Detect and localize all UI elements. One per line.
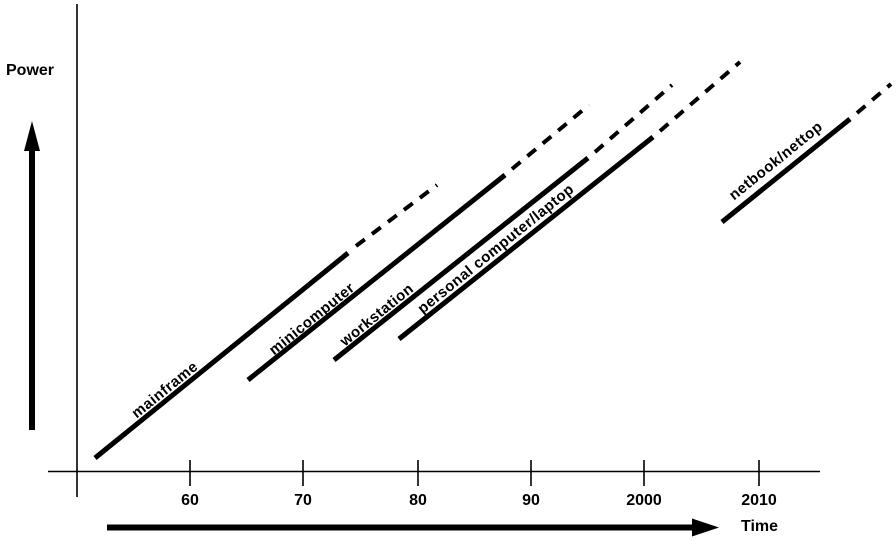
series-line-solid-netbook-nettop bbox=[720, 117, 852, 224]
series-line-solid-mainframe bbox=[93, 251, 350, 460]
power-axis-label: Power bbox=[6, 62, 55, 79]
x-tick-label-2010: 2010 bbox=[741, 492, 777, 509]
x-tick-label-90: 90 bbox=[522, 492, 540, 509]
x-tick-label-80: 80 bbox=[409, 492, 427, 509]
series-line-solid-personal-computer-laptop bbox=[397, 135, 655, 341]
series-line-solid-workstation bbox=[332, 156, 590, 362]
x-tick-label-70: 70 bbox=[294, 492, 312, 509]
series-line-dashed-mainframe bbox=[354, 183, 439, 248]
series-line-dashed-personal-computer-laptop bbox=[658, 60, 742, 133]
power-arrow-head-icon bbox=[24, 121, 40, 151]
time-axis-label: Time bbox=[741, 518, 779, 535]
time-arrow-head-icon bbox=[692, 518, 719, 537]
series-line-dashed-workstation bbox=[593, 83, 674, 154]
series-line-solid-minicomputer bbox=[246, 173, 507, 382]
x-tick-label-2000: 2000 bbox=[626, 492, 662, 509]
x-tick-label-60: 60 bbox=[181, 492, 199, 509]
series-line-dashed-minicomputer bbox=[510, 103, 591, 171]
series-line-dashed-netbook-nettop bbox=[855, 82, 893, 115]
